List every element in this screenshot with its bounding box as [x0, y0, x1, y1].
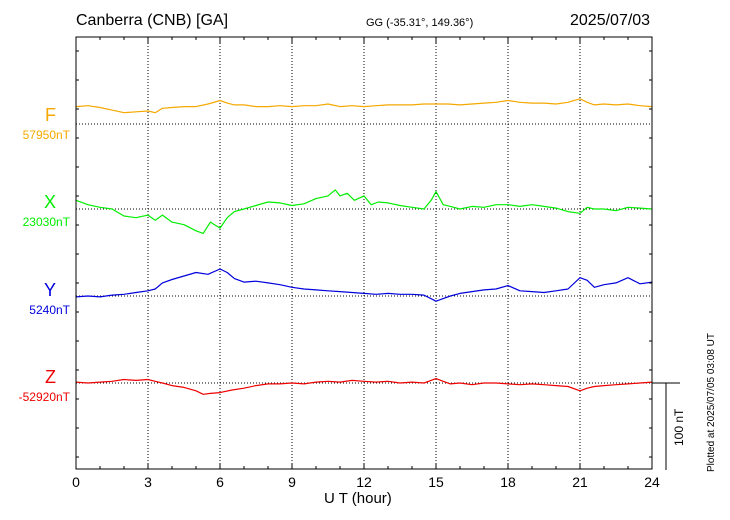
- grid-lines: [76, 37, 652, 469]
- series-label-f: F: [45, 105, 56, 125]
- x-axis-label: U T (hour): [324, 490, 392, 507]
- series-line-z: [75, 378, 653, 395]
- series-line-x: [75, 189, 653, 234]
- station-title: Canberra (CNB) [GA]: [76, 12, 229, 29]
- plot-frame: [75, 36, 680, 470]
- series-label-x: X: [43, 192, 56, 212]
- x-tick-label: 9: [288, 474, 296, 490]
- x-tick-label: 24: [644, 474, 660, 490]
- x-tick-label: 21: [572, 474, 588, 490]
- baseline-label-x: 23030nT: [22, 215, 70, 229]
- x-tick-label: 6: [216, 474, 224, 490]
- series-line-y: [75, 268, 653, 302]
- plotted-timestamp: Plotted at 2025/07/05 03:08 UT: [706, 333, 717, 472]
- x-tick-label: 15: [428, 474, 444, 490]
- baseline-label-y: 5240nT: [29, 303, 70, 317]
- date-title: 2025/07/03: [570, 12, 651, 29]
- station-coordinates: GG (-35.31°, 149.36°): [366, 17, 474, 29]
- x-tick-label: 12: [356, 474, 372, 490]
- series-line-f: [75, 98, 653, 114]
- series-label-y: Y: [43, 280, 56, 300]
- series-traces: [75, 98, 653, 395]
- series-label-z: Z: [45, 367, 56, 387]
- scale-bar-label: 100 nT: [672, 408, 686, 446]
- x-tick-label: 3: [144, 474, 152, 490]
- x-tick-label: 18: [500, 474, 516, 490]
- baseline-label-z: -52920nT: [18, 390, 70, 404]
- baseline-label-f: 57950nT: [22, 128, 70, 142]
- x-tick-label: 0: [72, 474, 80, 490]
